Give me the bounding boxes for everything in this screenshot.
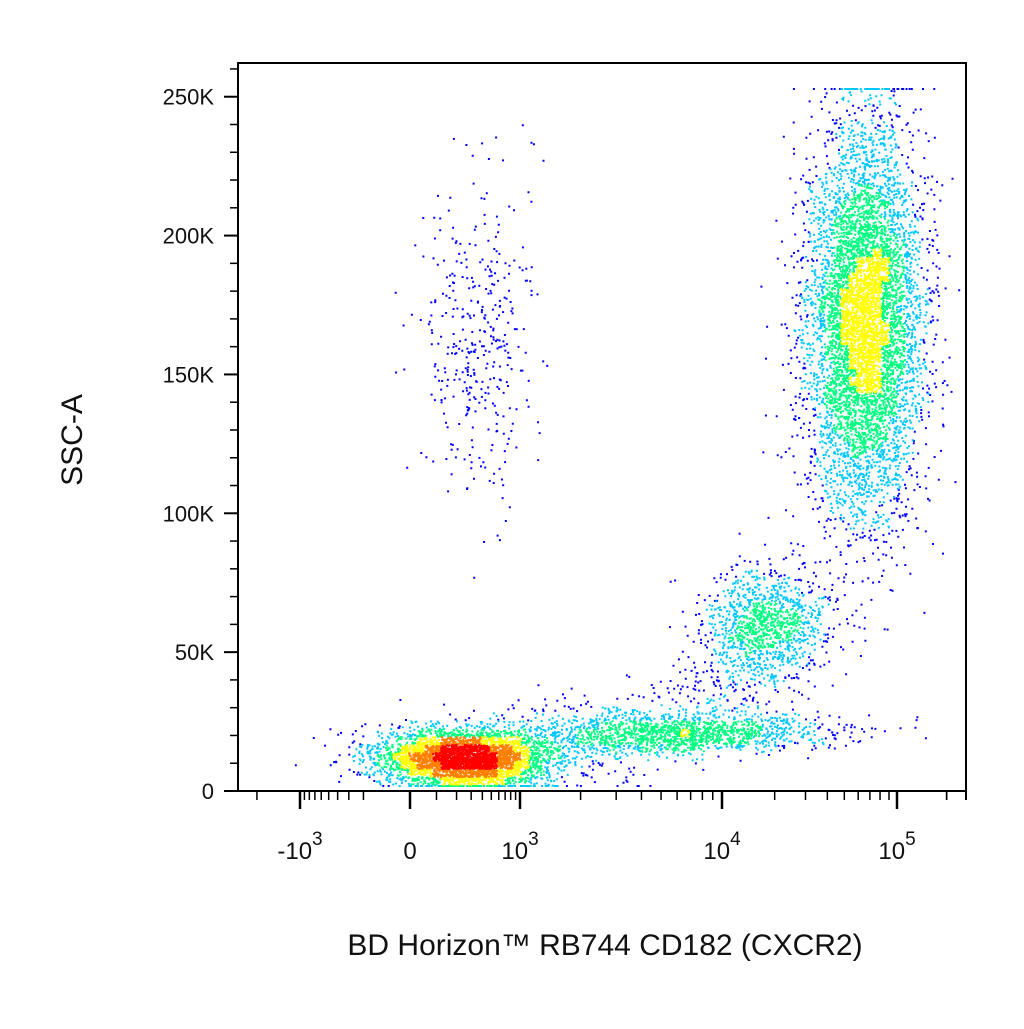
y-axis: 0 50K 100K 150K 200K 250K (163, 85, 238, 804)
event-points (352, 88, 930, 787)
event-points (392, 248, 890, 786)
event-points (376, 184, 906, 788)
x-axis-label: BD Horizon™ RB744 CD182 (CXCR2) (347, 929, 862, 962)
events-layer (294, 88, 961, 788)
y-minor-ticks (230, 68, 238, 764)
plot-frame (237, 62, 967, 792)
y-tick-label: 0 (202, 779, 214, 804)
x-minor-ticks (256, 791, 967, 800)
x-tick-label: -103 (277, 829, 322, 865)
x-tick-label: 103 (501, 829, 538, 865)
y-tick-label: 100K (163, 501, 215, 526)
y-tick-label: 250K (163, 85, 215, 110)
event-points (408, 736, 522, 778)
event-points (294, 88, 961, 787)
y-axis-label: SSC-A (56, 394, 89, 486)
x-tick-label: 0 (403, 838, 416, 865)
y-tick-label: 50K (175, 640, 214, 665)
x-tick-label: 105 (878, 829, 915, 865)
event-points (432, 744, 498, 770)
y-tick-label: 200K (163, 224, 215, 249)
x-tick-label: 104 (703, 829, 741, 865)
y-tick-label: 150K (163, 362, 215, 387)
x-axis: -103 0 103 104 105 (277, 791, 916, 865)
